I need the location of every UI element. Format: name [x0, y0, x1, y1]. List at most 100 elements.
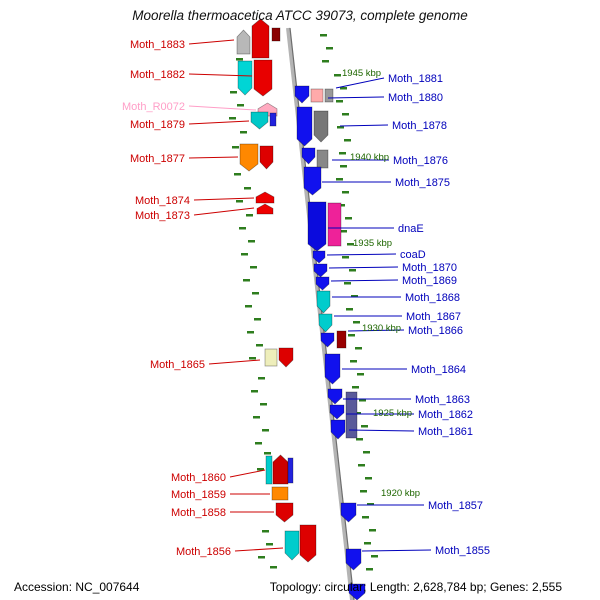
gene-feature[interactable]	[310, 88, 324, 103]
gene-label[interactable]: Moth_1877	[130, 153, 185, 165]
gene-feature[interactable]	[324, 353, 341, 385]
gene-feature[interactable]	[255, 191, 275, 204]
gene-label[interactable]: Moth_1878	[392, 120, 447, 132]
gene-feature[interactable]	[307, 201, 327, 252]
gene-label[interactable]: coaD	[400, 249, 426, 261]
gene-feature[interactable]	[340, 502, 357, 523]
gene-label[interactable]: Moth_1862	[418, 409, 473, 421]
gene-feature[interactable]	[348, 583, 366, 600]
gene-feature[interactable]	[236, 29, 251, 55]
tick-mark	[352, 386, 359, 389]
gene-label[interactable]: Moth_1883	[130, 39, 185, 51]
tick-mark	[243, 279, 250, 282]
tick-mark	[262, 429, 269, 432]
leader-line	[193, 207, 255, 216]
gene-feature[interactable]	[278, 347, 294, 368]
gene-feature[interactable]	[313, 263, 328, 278]
gene-label[interactable]: Moth_1857	[428, 500, 483, 512]
gene-label[interactable]: Moth_1869	[402, 275, 457, 287]
leader-line	[348, 429, 415, 432]
gene-feature[interactable]	[320, 332, 335, 348]
gene-feature[interactable]	[303, 166, 322, 196]
tick-mark	[320, 34, 327, 37]
gene-feature[interactable]	[239, 143, 259, 172]
gene-feature[interactable]	[313, 110, 329, 143]
gene-feature[interactable]	[327, 388, 343, 405]
gene-feature[interactable]	[299, 524, 317, 563]
gene-feature[interactable]	[275, 502, 294, 523]
gene-label[interactable]: Moth_1867	[406, 311, 461, 323]
gene-feature[interactable]	[284, 530, 300, 561]
gene-feature[interactable]	[315, 276, 330, 291]
tick-mark	[364, 542, 371, 545]
gene-label[interactable]: Moth_1856	[176, 546, 231, 558]
tick-mark	[241, 253, 248, 256]
tick-mark	[336, 100, 343, 103]
tick-mark	[369, 529, 376, 532]
gene-feature[interactable]	[336, 330, 347, 349]
gene-feature[interactable]	[264, 348, 278, 367]
gene-label[interactable]: Moth_1879	[130, 119, 185, 131]
gene-label[interactable]: Moth_1873	[135, 210, 190, 222]
gene-label[interactable]: Moth_1868	[405, 292, 460, 304]
tick-mark	[337, 126, 344, 129]
gene-feature[interactable]	[327, 202, 342, 247]
gene-feature[interactable]	[330, 419, 346, 440]
gene-label[interactable]: Moth_1858	[171, 507, 226, 519]
gene-feature[interactable]	[301, 147, 316, 165]
gene-feature[interactable]	[329, 404, 345, 420]
gene-label[interactable]: Moth_1874	[135, 195, 190, 207]
gene-feature[interactable]	[265, 455, 273, 485]
leader-line	[188, 73, 253, 77]
tick-mark	[258, 377, 265, 380]
gene-feature[interactable]	[259, 145, 274, 170]
gene-feature[interactable]	[345, 548, 362, 571]
gene-feature[interactable]	[312, 250, 326, 264]
tick-mark	[355, 347, 362, 350]
tick-mark	[236, 200, 243, 203]
gene-feature[interactable]	[287, 457, 294, 484]
scale-label: 1930 kbp	[362, 323, 401, 334]
gene-label[interactable]: Moth_1875	[395, 177, 450, 189]
gene-label[interactable]: Moth_1863	[415, 394, 470, 406]
tick-mark	[356, 438, 363, 441]
gene-label[interactable]: Moth_1855	[435, 545, 490, 557]
gene-feature[interactable]	[345, 391, 358, 439]
gene-feature[interactable]	[318, 313, 333, 333]
tick-mark	[326, 47, 333, 50]
gene-feature[interactable]	[316, 290, 331, 314]
gene-label[interactable]: Moth_1860	[171, 472, 226, 484]
gene-label[interactable]: Moth_1882	[130, 69, 185, 81]
gene-label[interactable]: Moth_1864	[411, 364, 466, 376]
gene-label[interactable]: Moth_1876	[393, 155, 448, 167]
gene-label[interactable]: Moth_1880	[388, 92, 443, 104]
gene-label[interactable]: Moth_1866	[408, 325, 463, 337]
gene-feature[interactable]	[237, 60, 253, 96]
gene-feature[interactable]	[250, 111, 269, 130]
leader-line	[188, 105, 257, 111]
tick-mark	[230, 91, 237, 94]
gene-feature[interactable]	[253, 59, 273, 97]
tick-mark	[348, 334, 355, 337]
gene-label[interactable]: Moth_1881	[388, 73, 443, 85]
gene-feature[interactable]	[271, 486, 289, 501]
gene-label[interactable]: Moth_1870	[402, 262, 457, 274]
gene-feature[interactable]	[256, 203, 274, 215]
gene-label[interactable]: dnaE	[398, 223, 424, 235]
scale-label: 1925 kbp	[373, 408, 412, 419]
gene-feature[interactable]	[294, 85, 310, 104]
tick-mark	[360, 490, 367, 493]
gene-feature[interactable]	[269, 112, 277, 127]
gene-feature[interactable]	[251, 18, 270, 59]
gene-feature[interactable]	[324, 88, 334, 103]
gene-label[interactable]: Moth_1865	[150, 359, 205, 371]
gene-label[interactable]: Moth_1861	[418, 426, 473, 438]
tick-mark	[244, 187, 251, 190]
gene-feature[interactable]	[316, 149, 329, 169]
tick-mark	[346, 308, 353, 311]
gene-feature[interactable]	[296, 106, 313, 147]
gene-feature[interactable]	[271, 27, 281, 42]
gene-feature[interactable]	[272, 454, 289, 485]
gene-label[interactable]: Moth_R0072	[122, 101, 185, 113]
gene-label[interactable]: Moth_1859	[171, 489, 226, 501]
